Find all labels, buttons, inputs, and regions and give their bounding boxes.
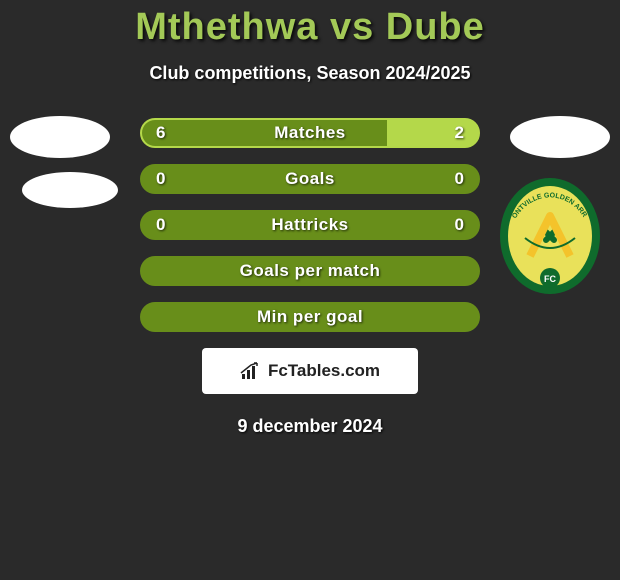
- stat-label: Goals: [142, 166, 478, 192]
- stat-bar-goals: 0 Goals 0: [140, 164, 480, 194]
- date-text: 9 december 2024: [0, 416, 620, 437]
- page-title: Mthethwa vs Dube: [0, 0, 620, 49]
- watermark: FcTables.com: [202, 348, 418, 394]
- stat-bar-goals-per-match: Goals per match: [140, 256, 480, 286]
- player2-club-badge: FC LAMONTVILLE GOLDEN ARROWS: [500, 178, 600, 294]
- stat-bar-matches: 6 Matches 2: [140, 118, 480, 148]
- player1-avatar-placeholder: [10, 116, 110, 158]
- player2-avatar-placeholder: [510, 116, 610, 158]
- svg-text:FC: FC: [544, 274, 556, 284]
- stat-label: Goals per match: [142, 258, 478, 284]
- stat-value-right: 0: [455, 166, 464, 192]
- player1-club-placeholder: [22, 172, 118, 208]
- stat-bar-min-per-goal: Min per goal: [140, 302, 480, 332]
- stat-value-right: 2: [455, 120, 464, 146]
- stat-label: Hattricks: [142, 212, 478, 238]
- chart-icon: [240, 362, 262, 380]
- subtitle: Club competitions, Season 2024/2025: [0, 63, 620, 84]
- stat-bar-hattricks: 0 Hattricks 0: [140, 210, 480, 240]
- stat-value-right: 0: [455, 212, 464, 238]
- stat-label: Matches: [142, 120, 478, 146]
- stat-label: Min per goal: [142, 304, 478, 330]
- watermark-text: FcTables.com: [268, 361, 380, 381]
